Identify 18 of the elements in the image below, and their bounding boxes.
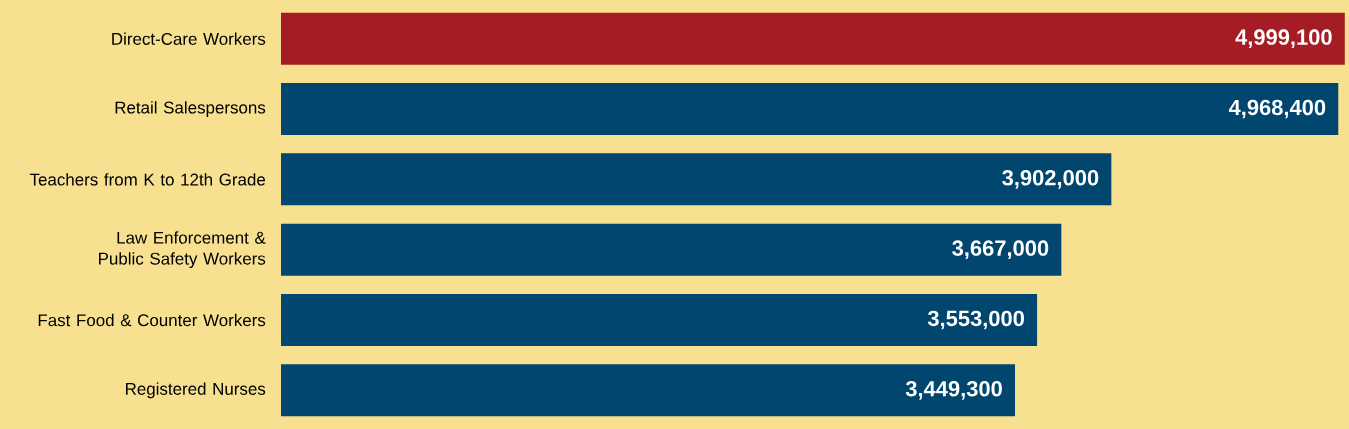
bar (281, 83, 1339, 136)
data-label: 3,667,000 (952, 240, 1049, 260)
data-label: 3,902,000 (1002, 169, 1099, 189)
y-tick-label: Direct-Care Workers (112, 32, 266, 45)
bar (281, 364, 1016, 417)
y-tick-label: Fast Food & Counter Workers (38, 313, 266, 327)
y-tick-label: Retail Salespersons (115, 101, 266, 117)
data-label: 4,968,400 (1228, 99, 1326, 119)
y-tick-label: Registered Nurses (126, 382, 266, 399)
data-label: 3,449,300 (905, 380, 1002, 400)
y-tick-label: Teachers from K to 12th Grade (29, 173, 266, 186)
data-label: 3,553,000 (927, 310, 1024, 330)
data-label: 4,999,100 (1235, 29, 1332, 49)
y-tick-label: Law Enforcement & Public Safety Workers (99, 231, 266, 269)
bar (281, 294, 1038, 346)
bar (281, 12, 1345, 65)
bar (281, 223, 1062, 276)
bar (281, 153, 1112, 206)
